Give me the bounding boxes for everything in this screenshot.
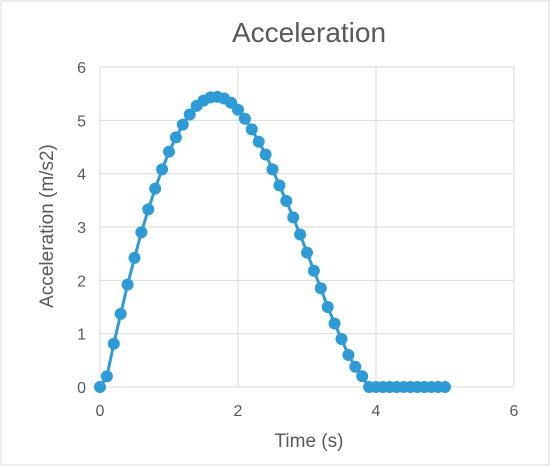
data-point: [107, 337, 120, 350]
data-point: [280, 194, 293, 207]
x-tick-label: 2: [234, 403, 243, 420]
data-point: [349, 360, 362, 373]
y-tick-label: 1: [77, 327, 86, 344]
data-point: [156, 163, 169, 176]
data-point: [335, 333, 348, 345]
data-point: [176, 118, 189, 131]
data-point: [307, 264, 320, 277]
y-tick-label: 5: [77, 113, 86, 130]
data-point: [356, 370, 369, 383]
tick-labels: 0 1 2 3 4 5 6 0 2 4 6: [77, 60, 518, 420]
data-point: [149, 182, 162, 195]
y-tick-label: 0: [77, 380, 86, 397]
data-point: [314, 282, 327, 295]
y-tick-label: 3: [77, 220, 86, 237]
x-tick-label: 0: [96, 403, 105, 420]
data-series: [94, 90, 451, 393]
data-point: [114, 307, 127, 320]
data-point: [259, 148, 272, 161]
data-point: [169, 131, 182, 144]
data-point: [321, 301, 334, 313]
data-point: [439, 381, 451, 393]
x-tick-label: 4: [372, 403, 381, 420]
data-point: [328, 317, 341, 330]
data-point: [294, 228, 307, 241]
data-point: [238, 112, 251, 125]
data-point: [100, 370, 113, 383]
data-point: [183, 108, 196, 121]
data-point: [266, 163, 279, 176]
data-point: [94, 381, 106, 393]
data-point: [342, 349, 355, 361]
data-point: [135, 226, 148, 239]
data-point: [301, 246, 313, 259]
y-tick-label: 4: [77, 167, 86, 184]
chart-title: Acceleration: [232, 17, 386, 48]
x-axis-title: Time (s): [275, 431, 344, 452]
x-tick-label: 6: [510, 403, 519, 420]
data-point: [121, 278, 134, 291]
data-point: [273, 179, 286, 192]
y-tick-label: 2: [77, 273, 86, 290]
data-point: [163, 145, 175, 158]
data-point: [245, 123, 258, 136]
data-point: [142, 203, 155, 216]
data-point: [252, 135, 265, 148]
y-tick-label: 6: [77, 60, 86, 77]
data-point: [232, 103, 244, 116]
data-point: [287, 211, 300, 224]
y-axis-title: Acceleration (m/s2): [37, 144, 58, 308]
data-point: [128, 251, 141, 264]
